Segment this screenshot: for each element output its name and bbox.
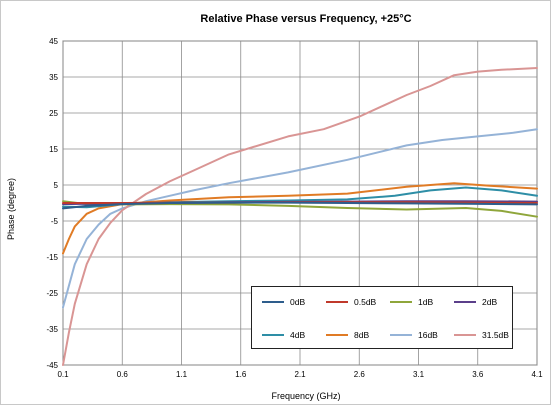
legend-item: 0.5dB [326,295,376,309]
legend-swatch [390,301,412,303]
legend-label: 31.5dB [482,330,509,340]
legend-swatch [454,334,476,336]
legend-label: 8dB [354,330,370,340]
y-tick-label: -35 [46,325,58,334]
legend-label: 0.5dB [354,297,377,307]
x-tick-label: 0.1 [57,370,69,379]
legend-item: 1dB [390,295,433,309]
y-tick-label: 5 [54,181,59,190]
y-tick-label: -5 [51,217,59,226]
legend-item: 31.5dB [454,328,509,342]
legend-label: 0dB [290,297,306,307]
series-line-31-5dB [62,67,538,366]
x-tick-label: 3.6 [472,370,484,379]
legend-label: 1dB [418,297,434,307]
y-tick-label: 35 [49,73,58,82]
legend-swatch [262,301,284,303]
x-tick-label: 0.6 [117,370,129,379]
legend-item: 2dB [454,295,497,309]
legend-label: 2dB [482,297,498,307]
legend-swatch [326,334,348,336]
y-tick-label: -25 [46,289,58,298]
legend-swatch [262,334,284,336]
y-tick-label: 25 [49,109,58,118]
series-line-0dB [62,201,538,210]
y-tick-label: 45 [49,37,58,46]
legend-label: 16dB [418,330,438,340]
x-tick-label: 1.6 [235,370,247,379]
x-tick-label: 4.1 [531,370,543,379]
legend: 0dB 0.5dB 1dB 2dB 4dB 8dB 16dB 31.5dB [251,286,513,349]
y-tick-label: 15 [49,145,58,154]
legend-item: 16dB [390,328,438,342]
x-tick-label: 1.1 [176,370,188,379]
legend-swatch [390,334,412,336]
chart-title: Relative Phase versus Frequency, +25°C [200,13,411,25]
series-line-16dB [62,128,538,309]
x-axis-label: Frequency (GHz) [271,391,340,401]
legend-label: 4dB [290,330,306,340]
x-tick-label: 2.6 [354,370,366,379]
legend-swatch [326,301,348,303]
y-tick-label: -45 [46,361,58,370]
series-line-8dB [62,182,538,255]
y-axis-label: Phase (degree) [6,178,16,240]
legend-item: 8dB [326,328,369,342]
x-tick-label: 3.1 [413,370,425,379]
legend-item: 4dB [262,328,305,342]
legend-swatch [454,301,476,303]
y-tick-label: -15 [46,253,58,262]
legend-item: 0dB [262,295,305,309]
x-tick-label: 2.1 [294,370,306,379]
